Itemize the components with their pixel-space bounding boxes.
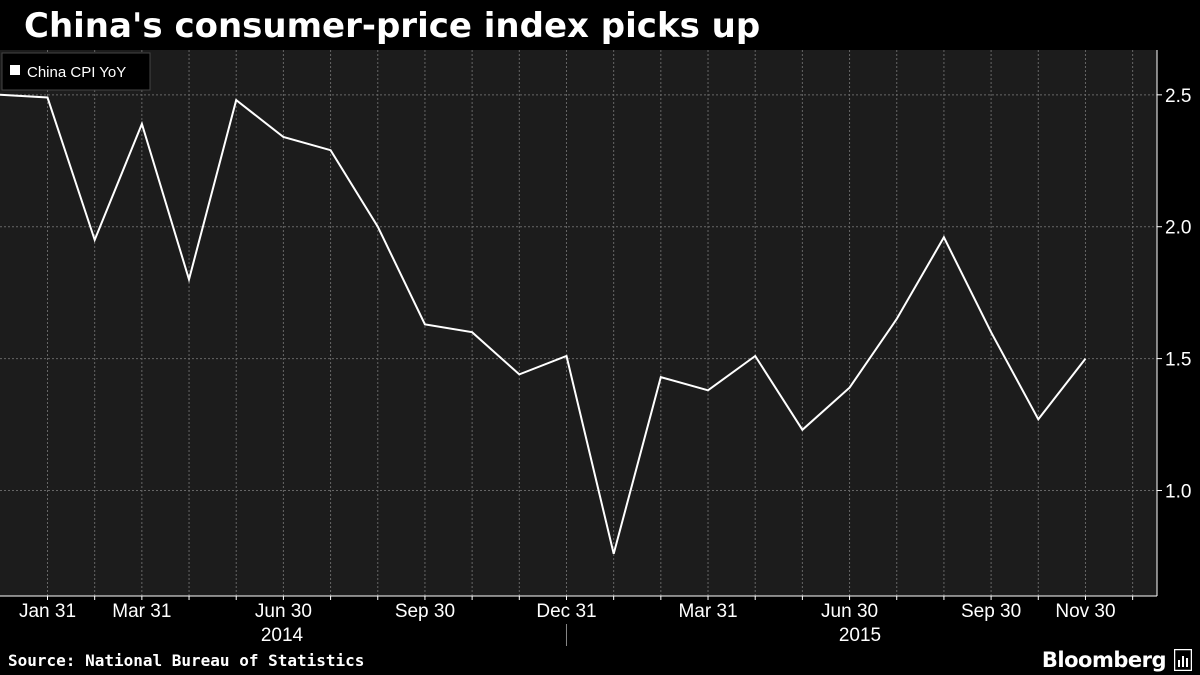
xtick-label: Jun 30 [821,601,878,622]
year-label: 2014 [261,625,304,646]
plot-area [0,50,1157,596]
data-point [92,237,97,242]
year-label: 2015 [839,625,881,646]
data-point [989,330,994,335]
brand: Bloomberg [1042,646,1192,674]
ytick-label: 1.0 [1165,481,1191,502]
series-china-cpi-yoy [0,93,1088,556]
y-axis: 1.0 1.5 2.0 2.5 [1156,50,1191,596]
chart-title: China's consumer-price index picks up [24,6,761,46]
data-point [375,224,380,229]
xtick-label: Sep 30 [395,601,455,622]
data-point [658,375,663,380]
data-point [470,330,475,335]
legend-swatch [10,65,20,75]
xtick-label: Dec 31 [536,601,596,622]
data-point [564,353,569,358]
legend-label: China CPI YoY [27,64,126,81]
xtick-label: Mar 31 [678,601,737,622]
data-point [800,427,805,432]
bloomberg-terminal-icon [1174,649,1192,671]
data-point [281,135,286,140]
xtick-label: Sep 30 [961,601,1021,622]
data-point [517,372,522,377]
legend: China CPI YoY [1,52,151,91]
data-point [187,277,192,282]
xtick-label: Jun 30 [255,601,312,622]
data-point [941,235,946,240]
data-point [706,388,711,393]
data-point [139,121,144,126]
data-point [753,353,758,358]
brand-logo-text: Bloomberg [1041,648,1167,672]
data-point [611,551,616,556]
xtick-label: Jan 31 [19,601,76,622]
xtick-label: Nov 30 [1055,601,1115,622]
data-point [45,95,50,100]
ytick-label: 2.0 [1165,218,1191,239]
data-point [847,385,852,390]
xtick-label: Mar 31 [112,601,171,622]
source-note: Source: National Bureau of Statistics [8,651,365,670]
data-point [894,317,899,322]
data-point [328,148,333,153]
horizontal-gridlines [0,94,1157,491]
data-point [1083,356,1088,361]
data-point [422,322,427,327]
data-point [1036,417,1041,422]
legend-box [1,52,151,91]
ytick-label: 2.5 [1165,86,1191,107]
series-line [0,93,1087,555]
x-axis: Jan 31 Mar 31 Jun 30 Sep 30 Dec 31 Mar 31 Jun … [0,595,1157,646]
ytick-label: 1.5 [1165,350,1191,371]
data-point [234,98,239,103]
